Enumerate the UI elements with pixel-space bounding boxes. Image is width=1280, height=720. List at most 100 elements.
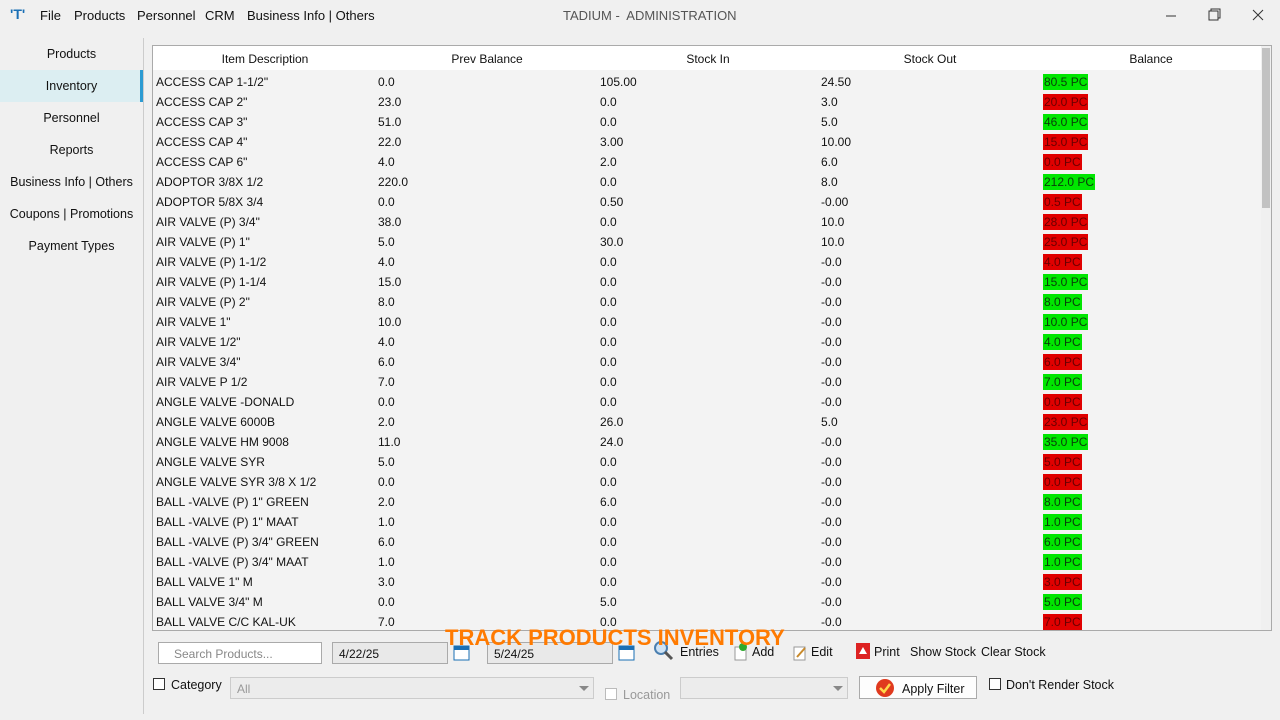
table-row[interactable]: ANGLE VALVE SYR 5.0 0.0 -0.0 5.0 PC xyxy=(153,452,1261,472)
table-cell: -0.0 xyxy=(821,535,842,549)
balance-cell: 4.0 PC xyxy=(1043,254,1082,270)
add-icon[interactable] xyxy=(733,642,749,662)
table-cell: -0.0 xyxy=(821,515,842,529)
dont-render-label: Don't Render Stock xyxy=(1006,678,1114,692)
dont-render-checkbox[interactable] xyxy=(989,678,1001,690)
table-row[interactable]: ANGLE VALVE -DONALD 0.0 0.0 -0.0 0.0 PC xyxy=(153,392,1261,412)
table-row[interactable]: BALL VALVE 3/4" M 0.0 5.0 -0.0 5.0 PC xyxy=(153,592,1261,612)
table-row[interactable]: BALL VALVE 1" M 3.0 0.0 -0.0 3.0 PC xyxy=(153,572,1261,592)
inventory-table: Item Description Prev Balance Stock In Stoc… xyxy=(152,45,1272,631)
entries-icon[interactable] xyxy=(652,640,676,662)
print-button[interactable]: Print xyxy=(874,645,900,659)
table-row[interactable]: ACCESS CAP 4" 22.0 3.00 10.00 15.0 PC xyxy=(153,132,1261,152)
sidebar-item[interactable]: Payment Types xyxy=(28,239,115,253)
table-row[interactable]: BALL -VALVE (P) 1" MAAT 1.0 0.0 -0.0 1.0 PC xyxy=(153,512,1261,532)
menu-item[interactable]: Products xyxy=(74,8,126,23)
balance-cell: 25.0 PC xyxy=(1043,234,1089,250)
table-cell: 5.0 xyxy=(821,415,838,429)
table-row[interactable]: AIR VALVE (P) 3/4" 38.0 0.0 10.0 28.0 PC xyxy=(153,212,1261,232)
entries-button[interactable]: Entries xyxy=(680,645,719,659)
sidebar-item[interactable]: Coupons | Promotions xyxy=(9,207,134,221)
menu-item[interactable]: Business Info | Others xyxy=(247,8,375,23)
edit-icon[interactable] xyxy=(792,642,808,662)
table-cell: 0.0 xyxy=(600,175,617,189)
window-title: TADIUM - ADMINISTRATION xyxy=(563,8,737,23)
sidebar-item[interactable]: Inventory xyxy=(0,70,143,102)
table-row[interactable]: ACCESS CAP 6" 4.0 2.0 6.0 0.0 PC xyxy=(153,152,1261,172)
date-to[interactable]: 5/24/25 xyxy=(494,647,535,661)
menu-item[interactable]: File xyxy=(40,8,61,23)
menu-item[interactable]: Personnel xyxy=(137,8,196,23)
sidebar-item[interactable]: Personnel xyxy=(43,111,100,125)
table-row[interactable]: BALL VALVE C/C KAL-UK 7.0 0.0 -0.0 7.0 PC xyxy=(153,612,1261,632)
category-dropdown[interactable]: All xyxy=(237,682,251,696)
table-cell: 0.0 xyxy=(600,115,617,129)
table-row[interactable]: ANGLE VALVE 6000B 2.0 26.0 5.0 23.0 PC xyxy=(153,412,1261,432)
table-cell: 8.0 xyxy=(378,295,395,309)
table-row[interactable]: ACCESS CAP 2" 23.0 0.0 3.0 20.0 PC xyxy=(153,92,1261,112)
table-cell: 6.0 xyxy=(821,155,838,169)
location-dropdown[interactable] xyxy=(680,677,848,699)
sidebar-item[interactable]: Products xyxy=(46,47,97,61)
print-icon[interactable] xyxy=(855,642,871,660)
column-header[interactable]: Prev Balance xyxy=(451,52,523,66)
show-stock-button[interactable]: Show Stock xyxy=(910,645,977,659)
clear-stock-button[interactable]: Clear Stock xyxy=(981,645,1046,659)
date-from[interactable]: 4/22/25 xyxy=(339,647,380,661)
table-cell: BALL VALVE C/C KAL-UK xyxy=(156,615,296,629)
table-row[interactable]: BALL -VALVE (P) 1" GREEN 2.0 6.0 -0.0 8.0 PC xyxy=(153,492,1261,512)
table-cell: ANGLE VALVE SYR 3/8 X 1/2 xyxy=(156,475,317,489)
table-cell: 0.0 xyxy=(600,335,617,349)
column-header[interactable]: Stock In xyxy=(686,52,730,66)
scrollbar[interactable] xyxy=(1261,46,1271,630)
sidebar-item[interactable]: Business Info | Others xyxy=(10,175,133,189)
table-cell: AIR VALVE P 1/2 xyxy=(156,375,248,389)
table-cell: 0.0 xyxy=(600,535,617,549)
table-row[interactable]: AIR VALVE P 1/2 7.0 0.0 -0.0 7.0 PC xyxy=(153,372,1261,392)
calendar-icon[interactable] xyxy=(453,644,471,662)
balance-cell: 0.0 PC xyxy=(1043,394,1082,410)
table-row[interactable]: AIR VALVE 1/2" 4.0 0.0 -0.0 4.0 PC xyxy=(153,332,1261,352)
apply-filter-button[interactable]: Apply Filter xyxy=(859,676,977,699)
column-header[interactable]: Item Description xyxy=(221,52,309,66)
sidebar-divider xyxy=(143,38,144,714)
column-header[interactable]: Stock Out xyxy=(903,52,957,66)
app-logo[interactable]: 'T' xyxy=(10,6,26,22)
table-row[interactable]: ANGLE VALVE SYR 3/8 X 1/2 0.0 0.0 -0.0 0.0 P… xyxy=(153,472,1261,492)
search-input[interactable]: Search Products... xyxy=(174,647,273,661)
table-row[interactable]: AIR VALVE (P) 2" 8.0 0.0 -0.0 8.0 PC xyxy=(153,292,1261,312)
column-header[interactable]: Balance xyxy=(1129,52,1173,66)
table-cell: 22.0 xyxy=(378,135,402,149)
table-cell: 0.0 xyxy=(600,475,617,489)
table-row[interactable]: AIR VALVE (P) 1-1/4 15.0 0.0 -0.0 15.0 PC xyxy=(153,272,1261,292)
table-row[interactable]: AIR VALVE 1" 10.0 0.0 -0.0 10.0 PC xyxy=(153,312,1261,332)
add-button[interactable]: Add xyxy=(752,645,775,659)
table-cell: 0.0 xyxy=(378,595,395,609)
table-cell: ACCESS CAP 1-1/2" xyxy=(156,75,269,89)
location-checkbox[interactable] xyxy=(605,688,617,700)
table-row[interactable]: BALL -VALVE (P) 3/4" MAAT 1.0 0.0 -0.0 1.0 P… xyxy=(153,552,1261,572)
table-cell: 0.0 xyxy=(600,395,617,409)
balance-cell: 7.0 PC xyxy=(1043,374,1082,390)
menu-item[interactable]: CRM xyxy=(205,8,235,23)
table-row[interactable]: AIR VALVE (P) 1" 5.0 30.0 10.0 25.0 PC xyxy=(153,232,1261,252)
sidebar-item[interactable]: Reports xyxy=(49,143,94,157)
table-cell: 0.0 xyxy=(600,575,617,589)
table-row[interactable]: BALL -VALVE (P) 3/4" GREEN 6.0 0.0 -0.0 6.0 … xyxy=(153,532,1261,552)
table-cell: -0.0 xyxy=(821,335,842,349)
table-cell: 0.0 xyxy=(378,395,395,409)
table-row[interactable]: ADOPTOR 5/8X 3/4 0.0 0.50 -0.00 0.5 PC xyxy=(153,192,1261,212)
window-controls[interactable] xyxy=(1160,6,1270,26)
table-row[interactable]: ACCESS CAP 3" 51.0 0.0 5.0 46.0 PC xyxy=(153,112,1261,132)
category-checkbox[interactable] xyxy=(153,678,165,690)
table-row[interactable]: ANGLE VALVE HM 9008 11.0 24.0 -0.0 35.0 PC xyxy=(153,432,1261,452)
table-row[interactable]: AIR VALVE (P) 1-1/2 4.0 0.0 -0.0 4.0 PC xyxy=(153,252,1261,272)
table-row[interactable]: AIR VALVE 3/4" 6.0 0.0 -0.0 6.0 PC xyxy=(153,352,1261,372)
calendar-icon[interactable] xyxy=(618,644,636,662)
table-row[interactable]: ADOPTOR 3/8X 1/2 220.0 0.0 8.0 212.0 PC xyxy=(153,172,1261,192)
table-cell: -0.00 xyxy=(821,195,849,209)
table-row[interactable]: ACCESS CAP 1-1/2" 0.0 105.00 24.50 80.5 PC xyxy=(153,72,1261,92)
table-cell: BALL -VALVE (P) 1" MAAT xyxy=(156,515,299,529)
table-cell: 11.0 xyxy=(378,435,401,449)
edit-button[interactable]: Edit xyxy=(811,645,833,659)
